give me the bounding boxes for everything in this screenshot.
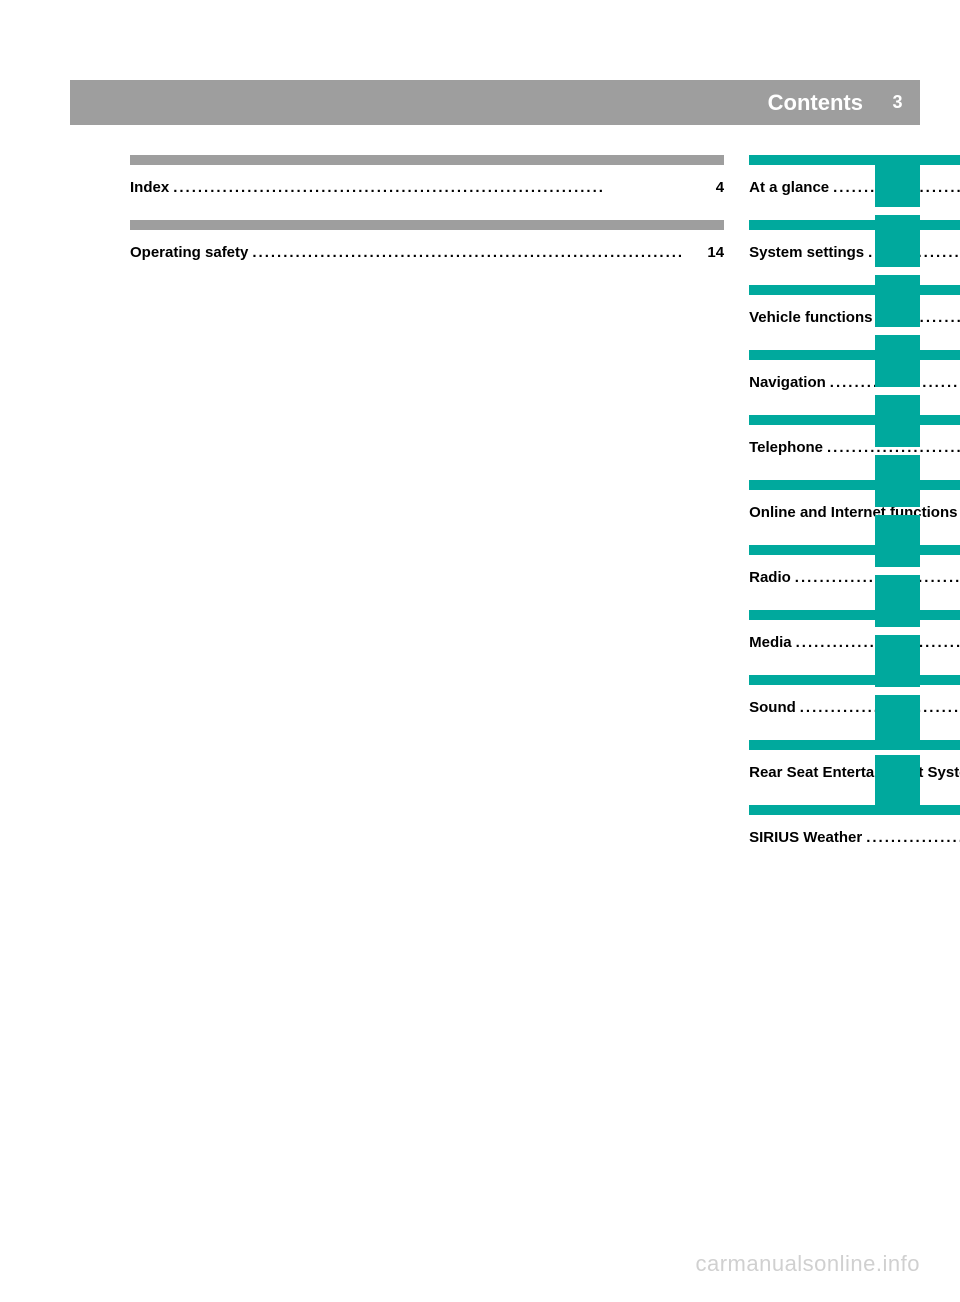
toc-label: Telephone — [749, 439, 823, 456]
toc-label: Online and Internet functions — [749, 504, 957, 521]
toc-dots: ........................................… — [169, 179, 688, 196]
side-tab — [875, 575, 920, 627]
toc-dots: ........................................… — [248, 244, 688, 261]
toc-page: 4 — [688, 179, 724, 196]
toc-entry: SIRIUS Weather..........................… — [749, 805, 960, 846]
toc-label: Media — [749, 634, 792, 651]
toc-bar — [749, 220, 960, 230]
toc-entry: System settings.........................… — [749, 220, 960, 261]
toc-label: Vehicle functions — [749, 309, 872, 326]
toc-entry: Navigation..............................… — [749, 350, 960, 391]
toc-row: Radio...................................… — [749, 569, 960, 586]
toc-row: System settings.........................… — [749, 244, 960, 261]
watermark: carmanualsonline.info — [695, 1251, 920, 1277]
toc-row: Media...................................… — [749, 634, 960, 651]
toc-bar — [749, 545, 960, 555]
toc-bar — [749, 610, 960, 620]
toc-bar — [749, 285, 960, 295]
toc-entry: Vehicle functions.......................… — [749, 285, 960, 326]
toc-entry: Operating safety........................… — [130, 220, 724, 261]
toc-bar — [749, 480, 960, 490]
header-title: Contents — [768, 90, 875, 116]
toc-label: At a glance — [749, 179, 829, 196]
toc-entry: Index...................................… — [130, 155, 724, 196]
toc-entry: Online and Internet functions...........… — [749, 480, 960, 521]
side-tab — [875, 335, 920, 387]
toc-row: Telephone...............................… — [749, 439, 960, 456]
toc-label: System settings — [749, 244, 864, 261]
toc-row: Online and Internet functions...........… — [749, 504, 960, 521]
side-tab — [875, 395, 920, 447]
toc-row: Rear Seat Entertainment System..........… — [749, 764, 960, 781]
side-tab — [875, 215, 920, 267]
toc-bar — [749, 675, 960, 685]
toc-dots: ........................................… — [862, 829, 960, 846]
toc-row: Vehicle functions.......................… — [749, 309, 960, 326]
toc-page: 14 — [688, 244, 724, 261]
side-tab — [875, 455, 920, 507]
toc-row: SIRIUS Weather..........................… — [749, 829, 960, 846]
contents-body: Index...................................… — [130, 155, 910, 870]
toc-bar — [749, 350, 960, 360]
toc-label: Radio — [749, 569, 791, 586]
left-column: Index...................................… — [130, 155, 724, 870]
page-header: Contents 3 — [70, 80, 920, 125]
toc-entry: At a glance.............................… — [749, 155, 960, 196]
toc-row: Sound...................................… — [749, 699, 960, 716]
toc-entry: Telephone...............................… — [749, 415, 960, 456]
side-tab — [875, 755, 920, 807]
toc-entry: Sound...................................… — [749, 675, 960, 716]
toc-bar — [749, 155, 960, 165]
toc-entry: Radio...................................… — [749, 545, 960, 586]
toc-label: Navigation — [749, 374, 826, 391]
toc-bar — [130, 220, 724, 230]
header-page-number: 3 — [875, 92, 920, 113]
toc-row: Index...................................… — [130, 179, 724, 196]
toc-entry: Media...................................… — [749, 610, 960, 651]
toc-row: Operating safety........................… — [130, 244, 724, 261]
toc-bar — [749, 805, 960, 815]
toc-bar — [749, 415, 960, 425]
toc-label: Index — [130, 179, 169, 196]
side-tab — [875, 635, 920, 687]
toc-bar — [130, 155, 724, 165]
toc-row: Navigation..............................… — [749, 374, 960, 391]
toc-label: Operating safety — [130, 244, 248, 261]
toc-label: Sound — [749, 699, 796, 716]
side-tab — [875, 695, 920, 747]
toc-label: Rear Seat Entertainment System — [749, 764, 960, 781]
side-tab — [875, 155, 920, 207]
side-tabs — [875, 155, 920, 815]
toc-entry: Rear Seat Entertainment System..........… — [749, 740, 960, 781]
toc-row: At a glance.............................… — [749, 179, 960, 196]
right-column: At a glance.............................… — [749, 155, 960, 870]
toc-label: SIRIUS Weather — [749, 829, 862, 846]
toc-bar — [749, 740, 960, 750]
side-tab — [875, 515, 920, 567]
side-tab — [875, 275, 920, 327]
